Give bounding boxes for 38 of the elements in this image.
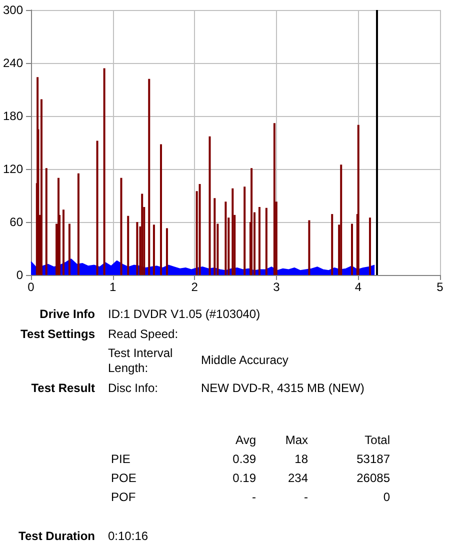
x-tick-label: 4 [354, 280, 362, 294]
text: Total [364, 433, 390, 448]
x-tick-label: 1 [109, 280, 116, 294]
text: 0.39 [232, 452, 256, 467]
text: POF [111, 490, 137, 505]
text: 26085 [356, 471, 390, 486]
text: Test Duration [18, 529, 95, 544]
text: Read Speed: [108, 327, 180, 342]
text: Max [284, 433, 308, 448]
y-tick-label: 120 [2, 162, 24, 176]
text: 0:10:16 [108, 529, 150, 544]
x-tick-label: 5 [436, 280, 444, 294]
text: Avg [234, 433, 256, 448]
text: ID:1 DVDR V1.05 (#103040) [108, 307, 262, 322]
text: - [251, 490, 256, 505]
y-tick-label: 60 [10, 215, 24, 229]
text: Test Settings [20, 327, 95, 342]
text: Test Result [30, 381, 95, 396]
text: POE [111, 471, 138, 486]
text: 18 [294, 452, 308, 467]
text: - [303, 490, 308, 505]
text: Middle Accuracy [201, 353, 290, 368]
text: 234 [286, 471, 308, 486]
x-tick-label: 2 [191, 280, 198, 294]
text: Drive Info [38, 307, 95, 322]
text: NEW DVD-R, 4315 MB (NEW) [201, 381, 366, 396]
text: Test Interval Length: [108, 346, 174, 376]
x-tick-label: 3 [273, 280, 280, 294]
y-tick-label: 180 [2, 109, 24, 123]
y-tick-label: 300 [2, 3, 24, 17]
text: 0.19 [232, 471, 256, 486]
x-tick-label: 0 [28, 280, 35, 294]
y-tick-label: 240 [2, 56, 24, 70]
text: 53187 [356, 452, 390, 467]
text: Disc Info: [108, 381, 160, 396]
text: 0 [382, 490, 390, 505]
text: PIE [111, 452, 132, 467]
y-tick-label: 0 [16, 268, 24, 282]
